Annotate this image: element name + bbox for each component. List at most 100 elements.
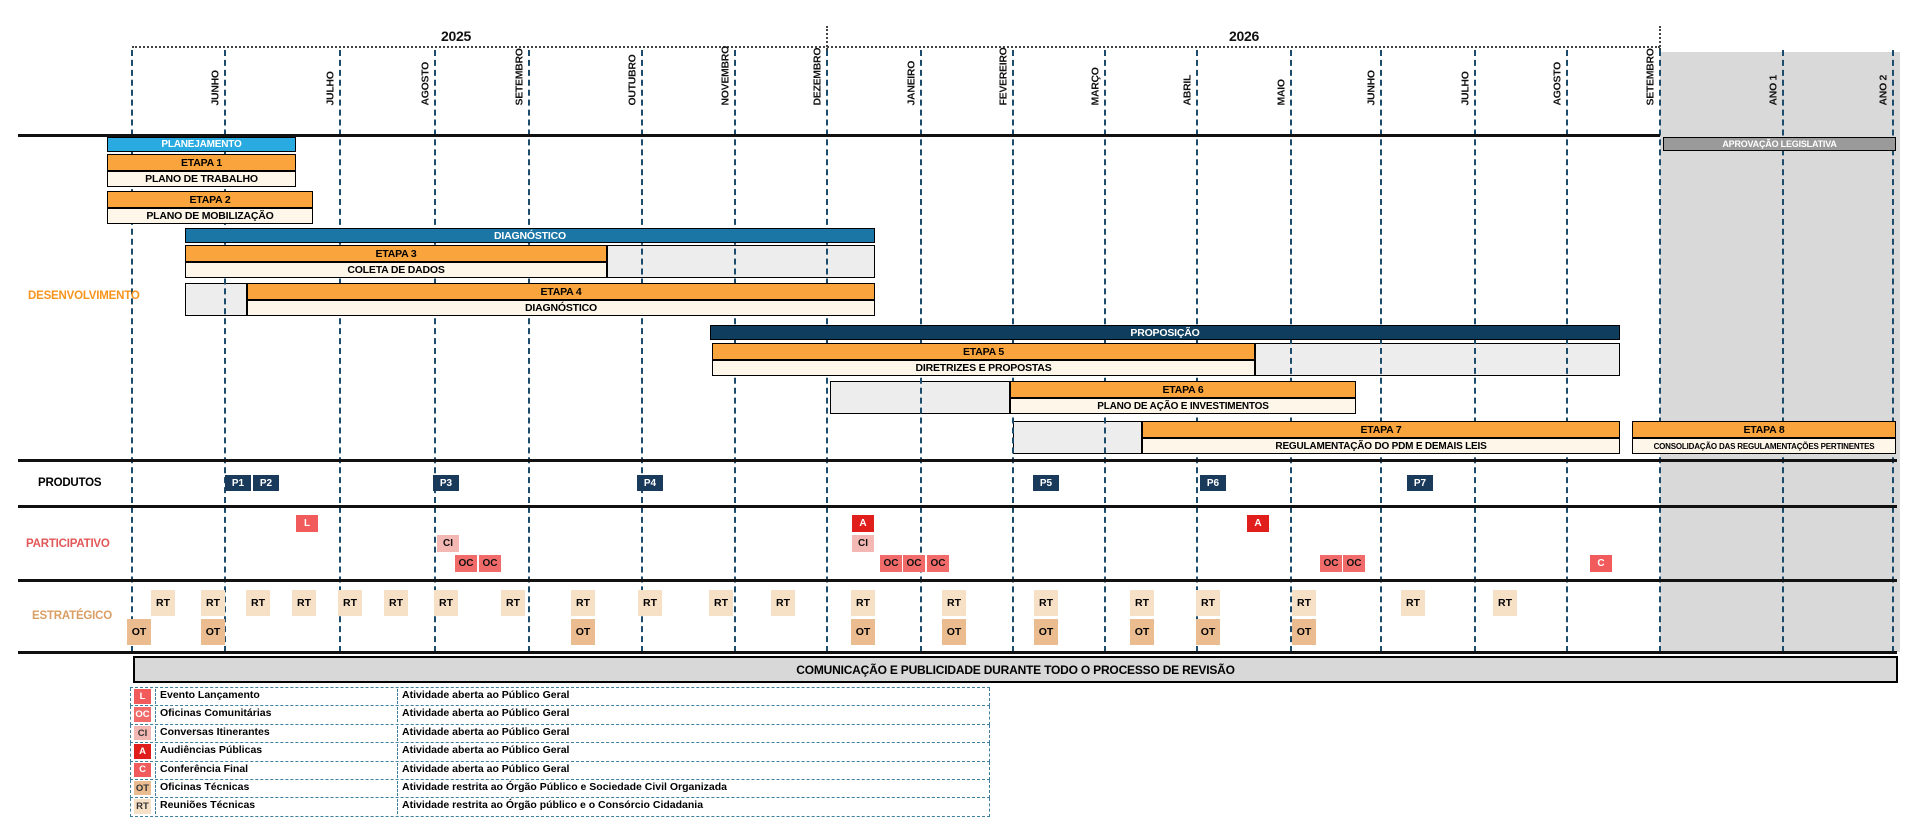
evento-chip-ci-3: CI [437,535,459,552]
legend-row-c: C Conferência Final Atividade aberta ao Pú… [130,761,990,780]
year-divider-2025-2026 [826,26,828,50]
legend-desc-oc: Atividade aberta ao Público Geral [397,707,569,723]
gantt-bar-etapa-7-antecedente [1013,421,1142,454]
legend-desc-ot: Atividade restrita ao Órgão Público e So… [397,780,727,796]
month-label-fevereiro: FEVEREIRO [997,47,1010,106]
month-label-junho: JUNHO [209,70,222,106]
evento-chip-a-1: A [852,515,874,532]
gantt-bar-plano-de-trabalho: PLANO DE TRABALHO [107,171,296,187]
legend-chip-l: L [134,689,151,704]
evento-chip-oc-6: OC [479,555,501,572]
ot-chip-7: OT [1196,619,1220,645]
comunicacao-bar: COMUNICAÇÃO E PUBLICIDADE DURANTE TODO O… [133,656,1898,683]
section-rule-1 [18,459,1897,462]
month-gridline-14 [1474,50,1476,652]
month-label-julho: JULHO [324,71,337,106]
section-label-desenvolvimento: DESENVOLVIMENTO [28,290,140,302]
month-gridline-1 [224,50,226,652]
legend-name-a: Audiências Públicas [155,744,398,760]
gantt-bar-regulamentacao-do-pdm: REGULAMENTAÇÃO DO PDM E DEMAIS LEIS [1142,438,1620,454]
gantt-bar-plano-de-mobilizacao: PLANO DE MOBILIZAÇÃO [107,208,313,224]
rt-chip-17: RT [1292,590,1316,616]
evento-chip-oc-8: OC [903,555,925,572]
month-label-outubro: OUTUBRO [626,54,639,106]
gantt-bar-etapa-5-extensao [1255,343,1620,376]
produto-chip-p3: P3 [433,475,459,491]
gantt-bar-proposicao-header: PROPOSIÇÃO [710,325,1620,340]
month-label-dezembro: DEZEMBRO [811,47,824,106]
month-label-agosto: AGOSTO [419,61,432,106]
legend-row-oc: OC Oficinas Comunitárias Atividade aberta … [130,706,990,725]
month-label-ano-1: ANO 1 [1767,74,1780,106]
legend-row-ci: CI Conversas Itinerantes Atividade aberta … [130,724,990,744]
ot-chip-1: OT [201,619,225,645]
legend-chip-rt: RT [134,799,151,814]
evento-chip-oc-9: OC [927,555,949,572]
produto-chip-p4: P4 [637,475,663,491]
month-label-ano-2: ANO 2 [1877,74,1890,106]
rt-chip-15: RT [1130,590,1154,616]
legend-chip-oc: OC [134,707,151,722]
evento-chip-l-0: L [296,515,318,532]
rt-chip-5: RT [384,590,408,616]
legend-chip-a: A [134,744,151,759]
legend-name-rt: Reuniões Técnicas [155,799,398,815]
gantt-bar-etapa-3-extensao [607,245,875,278]
month-gridline-13 [1380,50,1382,652]
rt-chip-0: RT [151,590,175,616]
rt-chip-13: RT [942,590,966,616]
year-divider-2026-ano [1659,26,1661,50]
gantt-bar-etapa-2: ETAPA 2 [107,191,313,208]
rt-chip-8: RT [571,590,595,616]
gantt-bar-etapa-4: ETAPA 4 [247,283,875,300]
rt-chip-1: RT [201,590,225,616]
legend-chip-ci: CI [134,725,151,741]
rt-chip-4: RT [338,590,362,616]
section-rule-2 [18,505,1897,508]
month-label-janeiro: JANEIRO [905,60,918,106]
legend-chip-ot: OT [134,780,151,796]
rt-chip-11: RT [771,590,795,616]
rt-chip-7: RT [501,590,525,616]
month-gridline-12 [1290,50,1292,652]
ot-chip-2: OT [571,619,595,645]
evento-chip-ci-4: CI [852,535,874,552]
legend-row-ot: OT Oficinas Técnicas Atividade restrita ao… [130,779,990,799]
evento-chip-oc-10: OC [1320,555,1342,572]
legend-name-oc: Oficinas Comunitárias [155,707,398,723]
gantt-bar-diretrizes-e-propostas: DIRETRIZES E PROPOSTAS [712,360,1255,376]
evento-chip-a-2: A [1247,515,1269,532]
legend-row-l: L Evento Lançamento Atividade aberta ao Pú… [130,688,990,707]
evento-chip-oc-11: OC [1343,555,1365,572]
legend: L Evento Lançamento Atividade aberta ao Pú… [130,687,990,817]
month-label-setembro: SETEMBRO [1644,48,1657,106]
month-gridline-2 [339,50,341,652]
rt-chip-14: RT [1034,590,1058,616]
month-label-abril: ABRIL [1181,74,1194,106]
month-label-junho: JUNHO [1365,70,1378,106]
legend-name-l: Evento Lançamento [155,689,398,704]
gantt-bar-coleta-de-dados: COLETA DE DADOS [185,262,607,278]
rt-chip-18: RT [1401,590,1425,616]
month-gridline-16 [1659,50,1661,652]
year-label-2025: 2025 [441,28,471,44]
gantt-bar-etapa-1: ETAPA 1 [107,154,296,171]
produto-chip-p2: P2 [253,475,279,491]
month-label-setembro: SETEMBRO [513,48,526,106]
ano-column-region [1660,52,1900,652]
month-gridline-4 [528,50,530,652]
gantt-bar-diagnostico-header: DIAGNÓSTICO [185,228,875,243]
ot-chip-8: OT [1292,619,1316,645]
month-label-agosto: AGOSTO [1551,61,1564,106]
legend-row-a: A Audiências Públicas Atividade aberta ao … [130,743,990,762]
evento-chip-c-12: C [1590,555,1612,572]
evento-chip-oc-7: OC [880,555,902,572]
section-label-participativo: PARTICIPATIVO [26,538,110,550]
section-rule-4 [18,651,1897,654]
gantt-bar-etapa-4-antecedente [185,283,247,316]
section-label-estrategico: ESTRATÉGICO [32,610,113,622]
ot-chip-6: OT [1130,619,1154,645]
rt-chip-10: RT [709,590,733,616]
legend-name-ci: Conversas Itinerantes [155,725,398,741]
